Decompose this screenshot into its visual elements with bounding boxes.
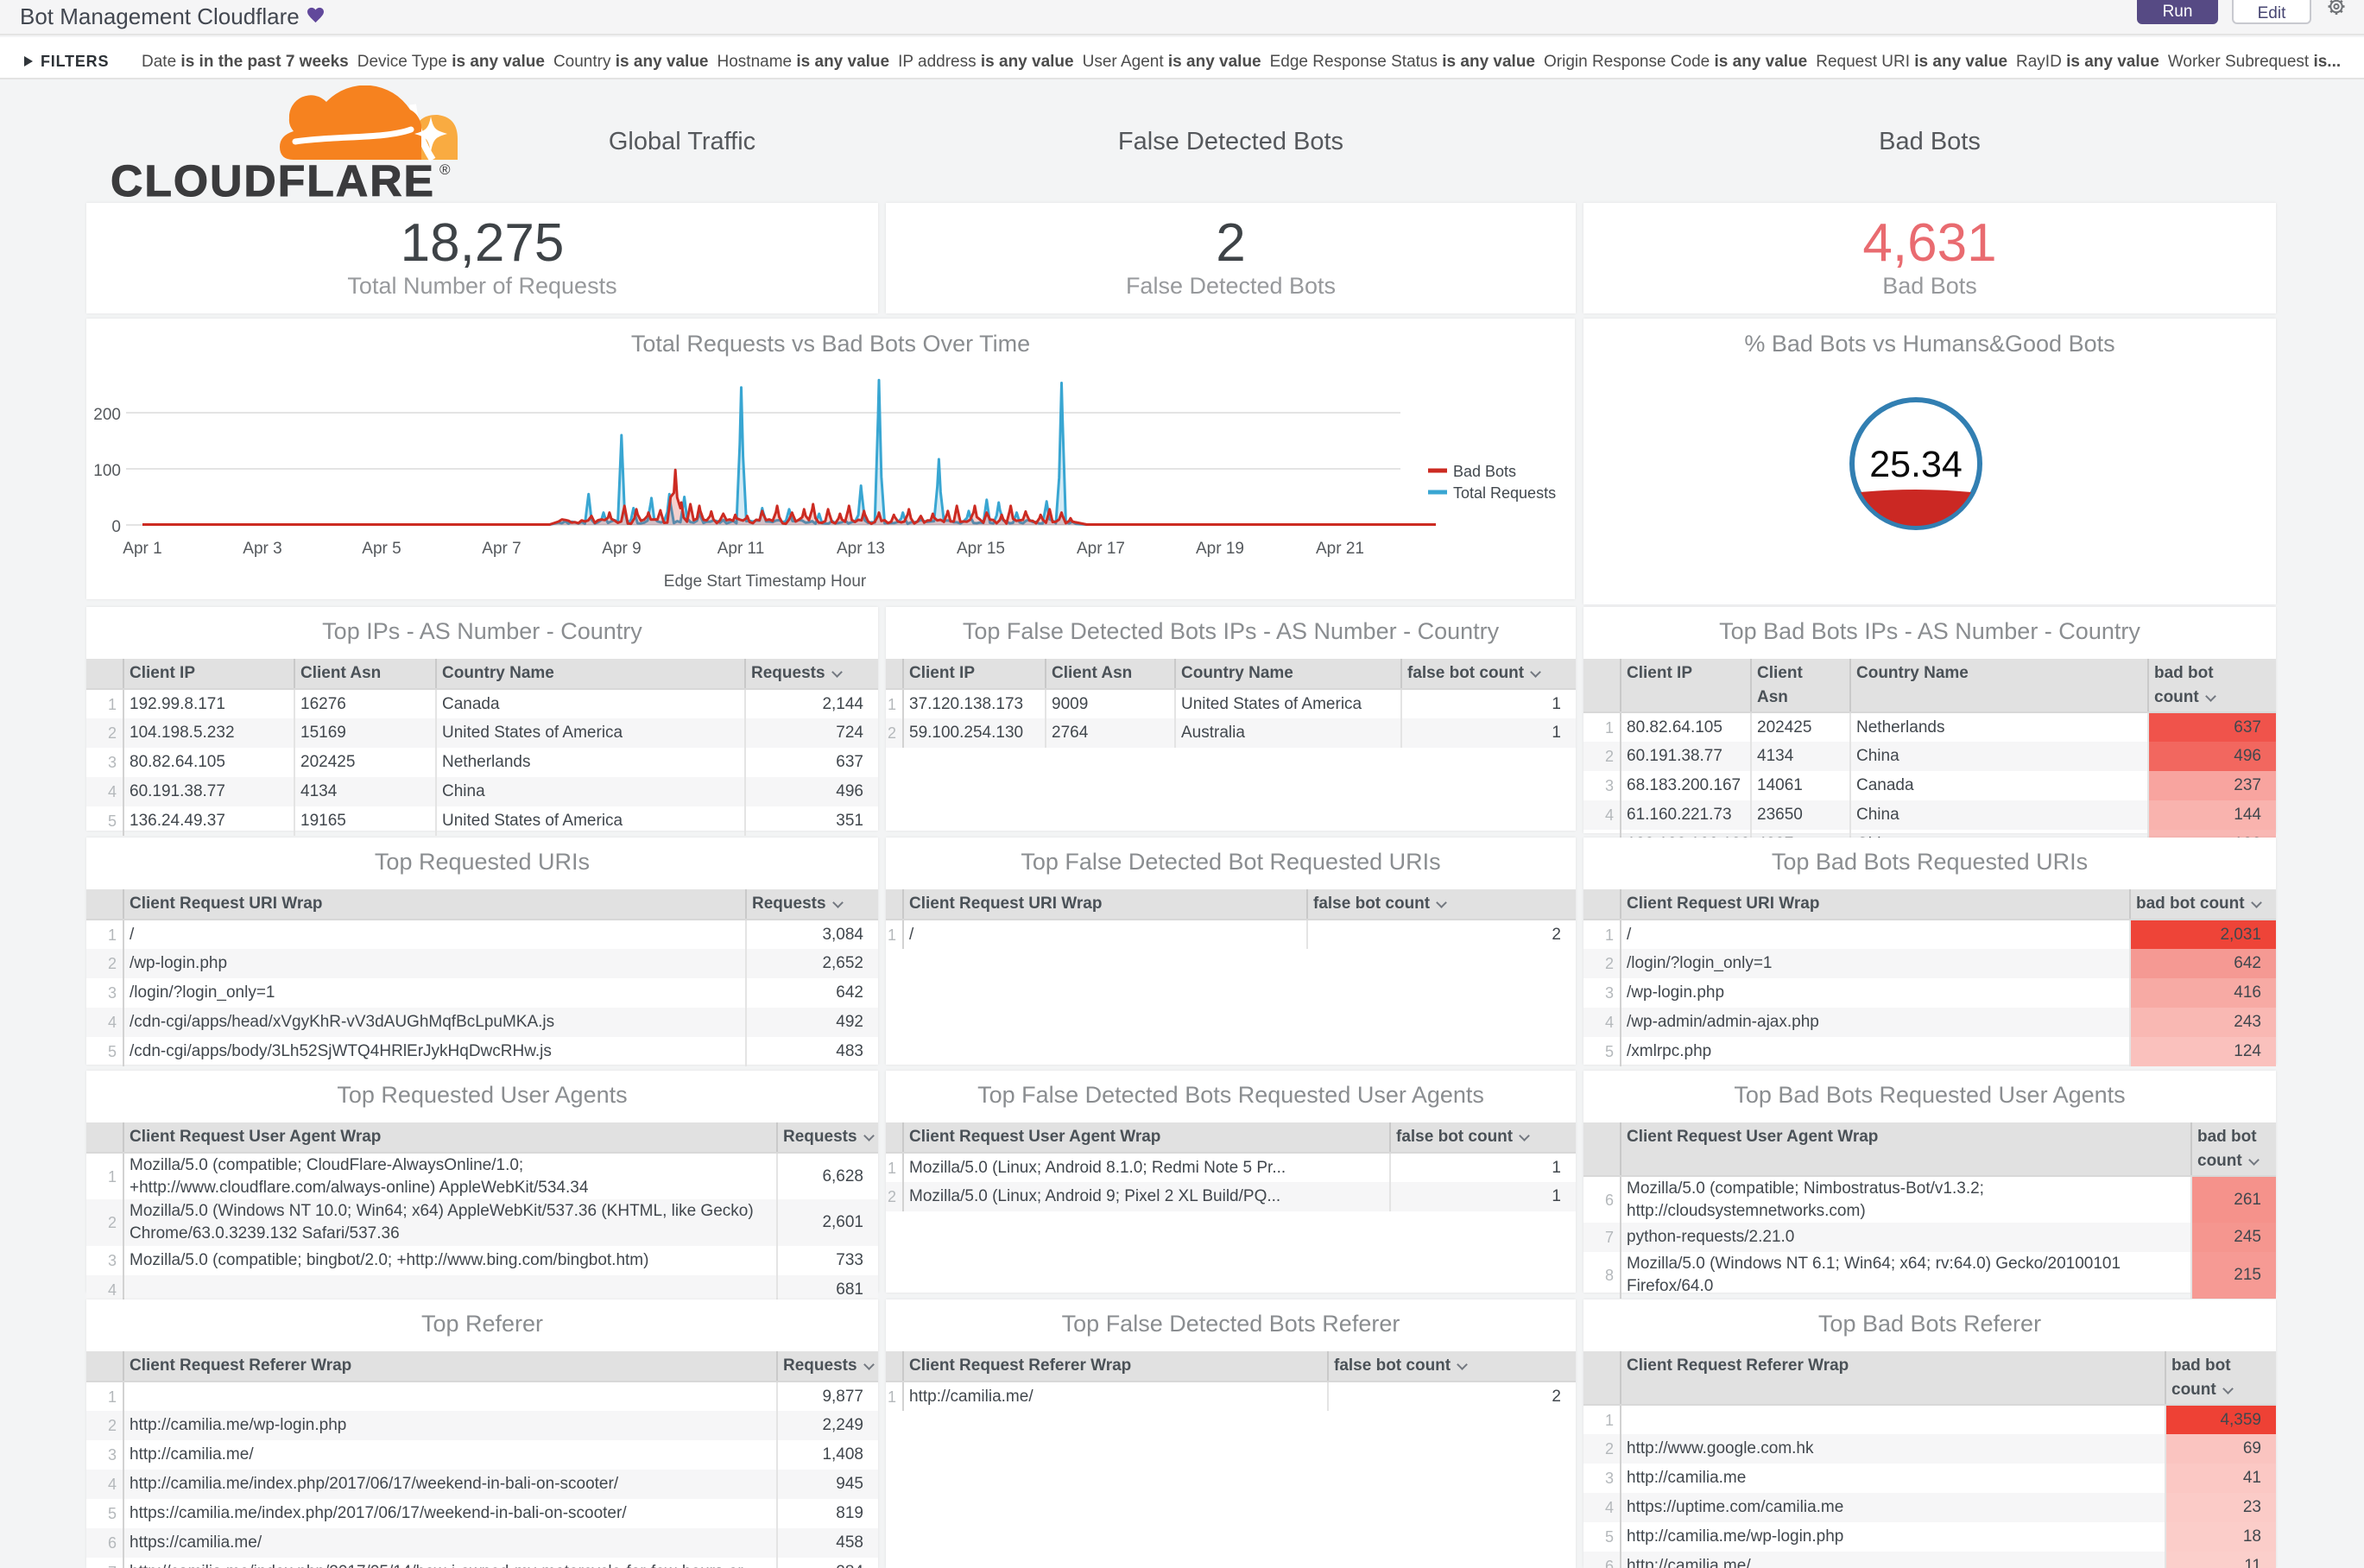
svg-text:Apr 3: Apr 3 bbox=[243, 540, 281, 558]
svg-text:100: 100 bbox=[93, 462, 121, 480]
svg-text:Apr 15: Apr 15 bbox=[957, 540, 1005, 558]
svg-text:Apr 13: Apr 13 bbox=[837, 540, 885, 558]
svg-text:200: 200 bbox=[93, 406, 121, 424]
svg-text:25.34: 25.34 bbox=[1869, 444, 1963, 485]
svg-text:Apr 7: Apr 7 bbox=[482, 540, 521, 558]
svg-text:Edge Start Timestamp Hour: Edge Start Timestamp Hour bbox=[664, 572, 867, 591]
svg-text:Apr 21: Apr 21 bbox=[1316, 540, 1364, 558]
svg-text:Apr 1: Apr 1 bbox=[123, 540, 161, 558]
svg-text:CLOUDFLARE: CLOUDFLARE bbox=[111, 156, 435, 199]
svg-text:Apr 5: Apr 5 bbox=[362, 540, 401, 558]
svg-text:®: ® bbox=[439, 161, 451, 178]
svg-text:Apr 9: Apr 9 bbox=[602, 540, 641, 558]
svg-text:0: 0 bbox=[111, 518, 121, 536]
svg-text:Apr 19: Apr 19 bbox=[1196, 540, 1244, 558]
svg-text:Total Requests: Total Requests bbox=[1453, 484, 1556, 502]
svg-text:Apr 11: Apr 11 bbox=[717, 540, 765, 558]
svg-text:Apr 17: Apr 17 bbox=[1077, 540, 1125, 558]
svg-text:Bad Bots: Bad Bots bbox=[1453, 463, 1516, 480]
